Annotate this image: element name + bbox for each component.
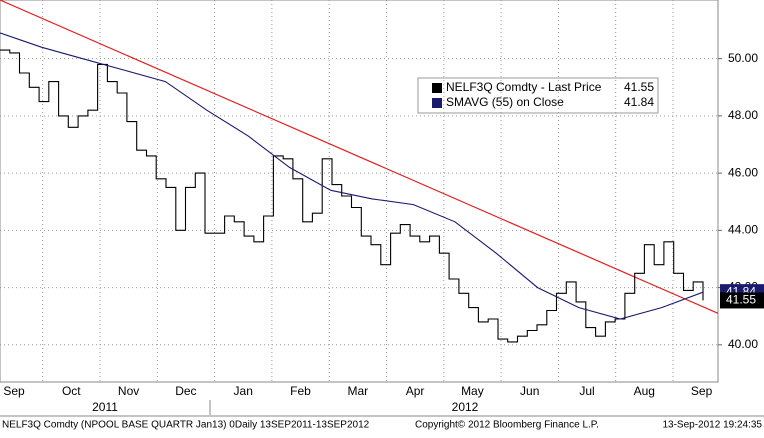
x-tick-label: Jun [520,384,539,398]
y-tick-label: 46.00 [728,165,758,179]
x-tick-label: Aug [634,384,655,398]
legend-label: SMAVG (55) on Close [446,95,564,109]
x-tick-label: Nov [118,384,139,398]
x-tick-label: Feb [290,384,311,398]
last-value-tag [720,292,764,309]
x-tick-label: Jul [579,384,594,398]
year-label: 2012 [452,400,479,414]
legend-value: 41.55 [624,80,654,94]
legend-box [417,77,659,114]
trendline [0,0,719,314]
legend: NELF3Q Comdty - Last Price 41.55 SMAVG (55… [417,77,659,114]
footer-left: NELF3Q Comdty (NPOOL BASE QUARTR Jan13) … [2,420,370,431]
y-tick-label: 40.00 [728,337,758,351]
legend-label: NELF3Q Comdty - Last Price [446,80,602,94]
last-value-label: 41.55 [726,293,756,307]
y-tick-label: 48.00 [728,108,758,122]
x-tick-label: Sep [691,384,713,398]
series-line [0,49,704,343]
y-tick-label: 50.00 [728,51,758,65]
x-tick-label: Sep [3,384,25,398]
y-tick-label: 44.00 [728,223,758,237]
legend-swatch [432,83,442,93]
footer-right: 13-Sep-2012 19:24:35 [662,420,762,431]
plot-area [0,0,719,383]
x-tick-label: Mar [347,384,368,398]
x-tick-label: Jan [234,384,253,398]
series-line [0,32,704,320]
x-tick-label: Dec [175,384,196,398]
legend-value: 41.84 [624,95,654,109]
x-tick-label: Oct [62,384,81,398]
x-tick-label: Apr [406,384,425,398]
x-tick-label: May [461,384,484,398]
footer-center: Copyright© 2012 Bloomberg Finance L.P. [415,420,599,431]
legend-swatch [432,98,442,108]
year-label: 2011 [92,400,118,414]
